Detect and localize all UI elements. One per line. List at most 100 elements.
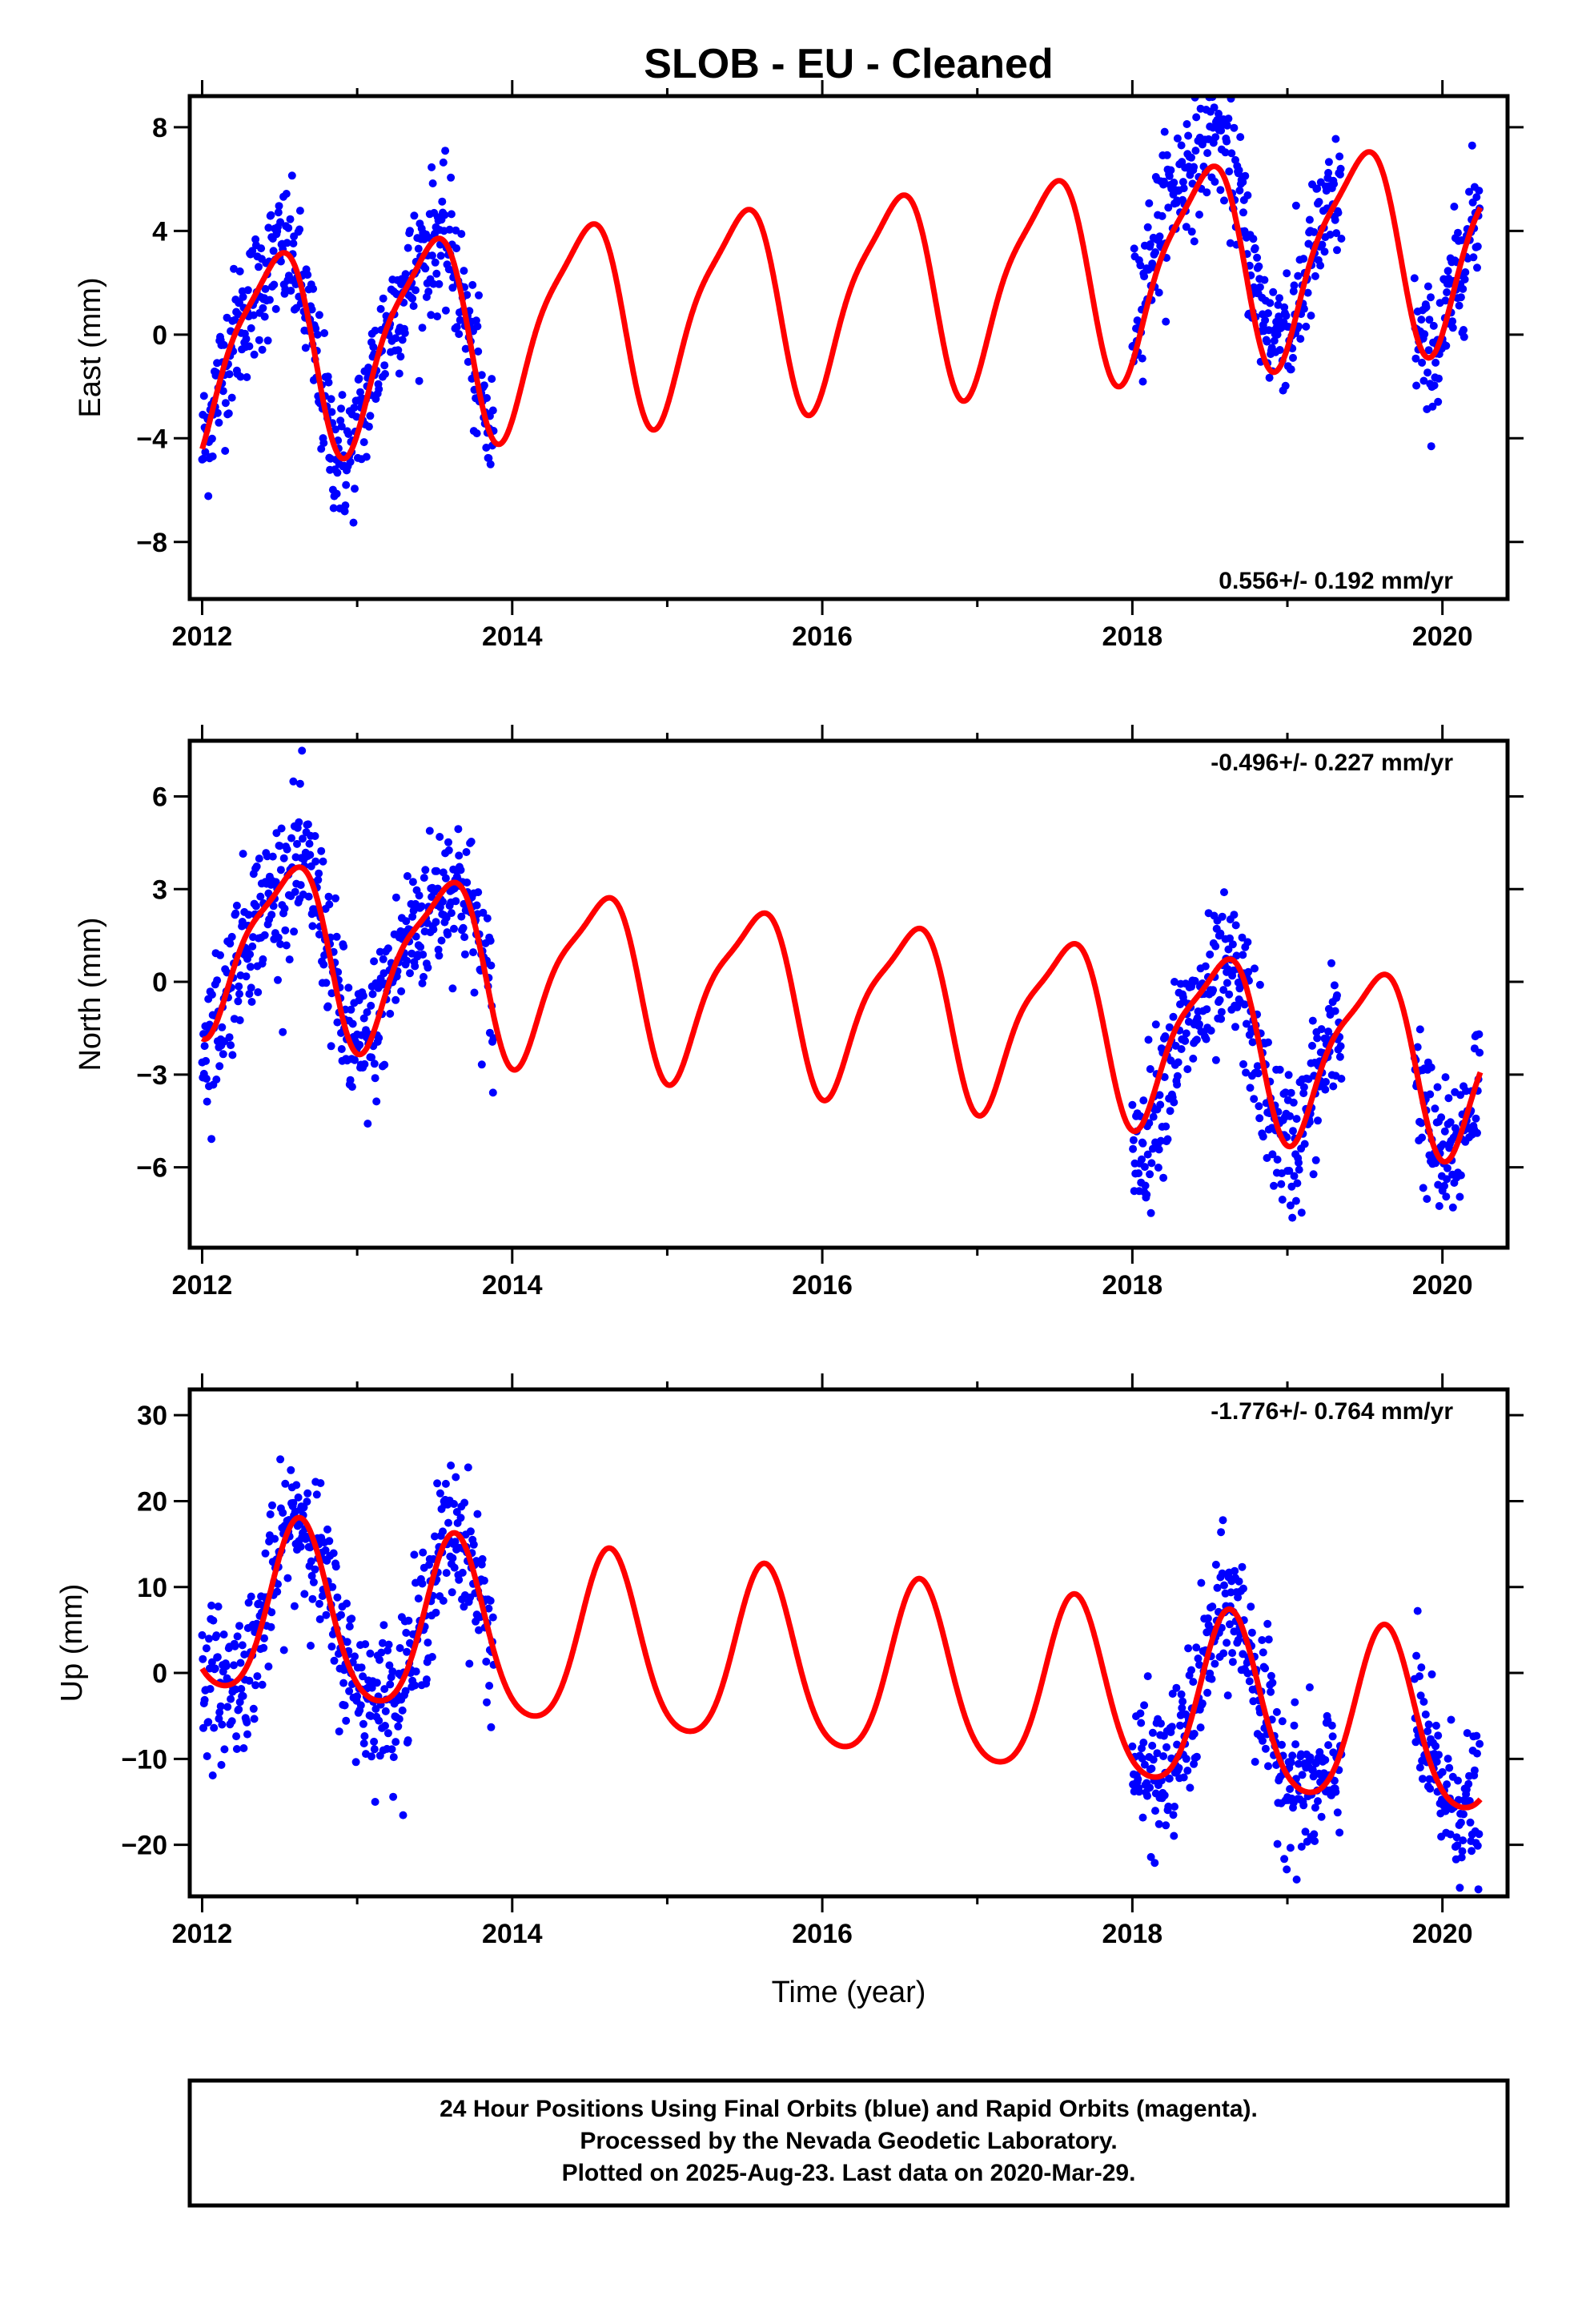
data-point: [1263, 337, 1271, 346]
data-point: [1164, 203, 1173, 212]
data-point: [290, 927, 299, 936]
data-point: [216, 951, 224, 959]
data-point: [451, 1538, 460, 1546]
data-point: [1418, 1775, 1427, 1783]
data-point: [1431, 1742, 1440, 1751]
data-point: [469, 948, 477, 957]
data-point: [1443, 1780, 1452, 1789]
y-axis-label: Up (mm): [55, 1584, 89, 1703]
data-point: [1321, 1085, 1330, 1094]
data-point: [448, 1588, 456, 1597]
data-point: [379, 955, 387, 963]
data-point: [363, 1120, 372, 1128]
plot-area: [198, 746, 1484, 1222]
data-point: [223, 1703, 232, 1711]
data-point: [234, 310, 243, 319]
data-point: [448, 1554, 457, 1562]
data-point: [1210, 103, 1219, 112]
data-point: [317, 846, 326, 855]
data-point: [251, 1681, 260, 1690]
data-point: [1274, 300, 1283, 309]
data-point: [1324, 158, 1333, 167]
data-point: [314, 875, 323, 884]
data-point: [1226, 239, 1235, 247]
data-point: [1226, 1620, 1234, 1629]
data-point: [323, 1002, 332, 1011]
data-point: [304, 892, 313, 901]
data-point: [1306, 1753, 1315, 1762]
data-point: [307, 1571, 316, 1580]
data-point: [1470, 1766, 1479, 1775]
data-point: [1128, 1742, 1137, 1751]
data-point: [235, 990, 243, 999]
data-point: [267, 1608, 276, 1617]
plot-area: [198, 96, 1484, 527]
data-point: [463, 879, 472, 887]
data-point: [1243, 1669, 1252, 1678]
data-point: [439, 897, 447, 906]
data-point: [474, 888, 483, 897]
data-point: [428, 251, 436, 260]
data-point: [264, 1663, 273, 1671]
data-point: [289, 777, 298, 786]
data-point: [300, 1590, 309, 1598]
data-point: [435, 951, 444, 960]
chart-title: SLOB - EU - Cleaned: [644, 41, 1053, 87]
data-point: [1155, 232, 1164, 241]
data-point: [1255, 1114, 1264, 1123]
data-point: [1307, 312, 1315, 320]
data-point: [1290, 1721, 1299, 1730]
data-point: [391, 334, 400, 343]
data-point: [1320, 247, 1329, 256]
data-point: [1430, 381, 1439, 390]
data-point: [1162, 317, 1170, 326]
y-tick-label: 10: [137, 1573, 167, 1603]
data-point: [1446, 1830, 1455, 1839]
data-point: [403, 956, 412, 965]
data-point: [420, 874, 428, 883]
data-point: [1435, 1202, 1443, 1210]
data-point: [1147, 1764, 1156, 1773]
data-point: [200, 1695, 209, 1704]
data-point: [1460, 326, 1468, 334]
data-point: [1138, 377, 1147, 386]
x-tick-label: 2012: [172, 621, 233, 652]
data-point: [1170, 1831, 1178, 1840]
data-point: [460, 1602, 468, 1611]
data-point: [1173, 1080, 1182, 1089]
data-point: [1456, 293, 1465, 302]
data-point: [1151, 1020, 1160, 1029]
data-point: [432, 269, 441, 278]
data-point: [251, 902, 260, 911]
data-point: [246, 963, 255, 971]
data-point: [333, 1018, 342, 1027]
data-point: [1448, 1203, 1457, 1212]
data-point: [1298, 1771, 1307, 1779]
data-point: [408, 912, 417, 921]
data-point: [455, 851, 464, 860]
data-point: [1174, 1763, 1183, 1772]
x-tick-label: 2018: [1102, 1270, 1163, 1301]
data-point: [1250, 1095, 1259, 1104]
data-point: [1213, 1583, 1222, 1592]
data-point: [1189, 1054, 1198, 1063]
data-point: [398, 336, 407, 344]
data-point: [444, 930, 452, 939]
footer-line-3: Plotted on 2025-Aug-23. Last data on 202…: [562, 2160, 1136, 2186]
data-point: [1443, 1175, 1452, 1184]
data-point: [367, 1001, 375, 1010]
data-point: [1160, 1791, 1169, 1799]
data-point: [1419, 376, 1428, 385]
data-point: [218, 1023, 227, 1031]
data-point: [276, 1455, 285, 1464]
data-point: [243, 286, 252, 295]
data-point: [1293, 1179, 1302, 1188]
data-point: [303, 1489, 312, 1498]
data-point: [1437, 1113, 1446, 1122]
data-point: [371, 1798, 379, 1806]
data-point: [1315, 198, 1323, 206]
data-point: [322, 979, 331, 987]
data-point: [1278, 1717, 1287, 1726]
data-point: [421, 866, 430, 875]
data-point: [285, 955, 294, 964]
